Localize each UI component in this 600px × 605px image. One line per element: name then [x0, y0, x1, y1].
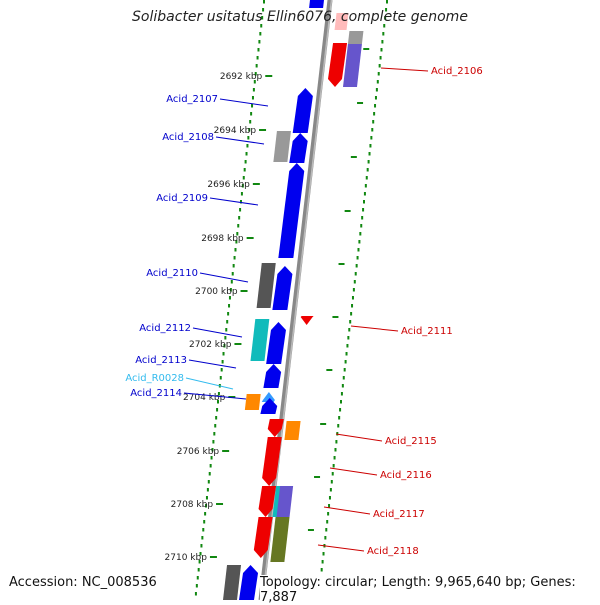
outer-right-guide: [317, 0, 388, 596]
gene-acid-2114: [260, 398, 278, 414]
gene-label: Acid_2108: [162, 132, 214, 143]
gene-acid-2110: [272, 266, 293, 310]
cog-box: [342, 44, 362, 87]
cog-box: [284, 421, 301, 440]
gene-forward: [239, 565, 259, 600]
gene-label: Acid_2110: [146, 268, 198, 279]
gene-acid-2112: [266, 322, 286, 364]
label-leader: [329, 467, 378, 476]
gene-label: Acid_2106: [431, 66, 483, 77]
gene-acid-2107: [292, 88, 313, 133]
label-leader: [209, 197, 259, 206]
gene-label: Acid_R0028: [125, 373, 184, 384]
label-leader: [317, 544, 365, 552]
gene-label: Acid_2115: [385, 436, 437, 447]
label-leader: [380, 67, 429, 72]
gene-label: Acid_2111: [401, 326, 453, 337]
kbp-tick-label: 2702 kbp: [189, 340, 232, 350]
kbp-tick-label: 2700 kbp: [195, 287, 238, 297]
gene-acid-2116: [262, 437, 282, 486]
cog-box: [272, 486, 281, 517]
label-leader: [192, 327, 243, 338]
cog-box: [250, 319, 270, 361]
gene-acid-2117: [258, 486, 277, 517]
label-leader: [219, 98, 269, 107]
gene-label: Acid_2116: [380, 470, 432, 481]
gene-label: Acid_2117: [373, 509, 425, 520]
kbp-tick-label: 2696 kbp: [207, 180, 250, 190]
label-leader: [199, 272, 249, 283]
gene-acid-2115: [267, 419, 284, 437]
kbp-tick-label: 2694 kbp: [214, 126, 257, 136]
gene-label: Acid_2112: [139, 323, 191, 334]
accession-label: Accession: NC_008536: [9, 575, 157, 590]
label-leader: [188, 359, 237, 369]
label-leader: [323, 506, 371, 515]
gene-acid-2111: [300, 316, 314, 325]
gene-label: Acid_2118: [367, 546, 419, 557]
label-leader: [350, 325, 399, 332]
backbone-highlight: [261, 0, 333, 600]
kbp-tick-label: 2706 kbp: [177, 447, 220, 457]
map-title: Solibacter usitatus Ellin6076, complete …: [132, 9, 468, 25]
cog-box: [256, 263, 276, 308]
gene-label: Acid_2113: [135, 355, 187, 366]
label-leader: [185, 377, 234, 390]
outer-left-guide: [194, 0, 265, 596]
gene-label: Acid_2109: [156, 193, 208, 204]
label-leader: [335, 433, 383, 442]
cog-box: [244, 394, 261, 410]
cog-box: [223, 565, 242, 600]
cog-box: [347, 31, 364, 44]
kbp-tick-label: 2708 kbp: [171, 500, 214, 510]
gene-label: Acid_2107: [166, 94, 218, 105]
cog-box: [273, 131, 291, 162]
gene-acid-2113: [263, 364, 282, 388]
label-leader: [215, 136, 265, 145]
gene-label: Acid_2114: [130, 388, 182, 399]
gene-acid-r0028: [261, 392, 275, 402]
gene-acid-2106: [327, 43, 348, 87]
genome-summary: Topology: circular; Length: 9,965,640 bp…: [260, 575, 600, 605]
gene-reverse: [334, 13, 349, 30]
kbp-tick-label: 2710 kbp: [165, 553, 208, 563]
gene-acid-2109: [278, 163, 305, 258]
cog-box: [275, 486, 294, 517]
kbp-tick-label: 2692 kbp: [220, 72, 263, 82]
gene-acid-2108: [289, 133, 308, 163]
kbp-tick-label: 2698 kbp: [201, 234, 244, 244]
gene-forward: [309, 0, 325, 8]
cog-box: [270, 517, 290, 562]
label-leader: [183, 392, 247, 400]
kbp-tick-label: 2704 kbp: [183, 393, 226, 403]
gene-acid-2118: [253, 517, 273, 558]
